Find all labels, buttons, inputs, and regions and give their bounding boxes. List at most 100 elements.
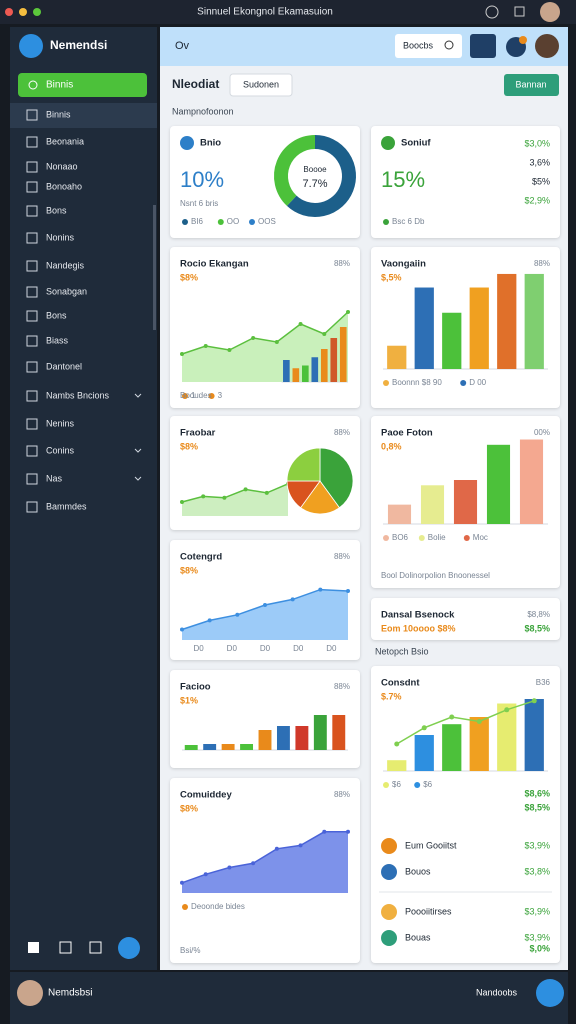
point: [180, 352, 184, 356]
close-dot[interactable]: [5, 8, 13, 16]
legend-dot: [182, 219, 188, 225]
section-label: Netopch Bsio: [375, 646, 429, 656]
area-fill: [182, 312, 348, 382]
chevron: [134, 476, 142, 481]
icon[interactable]: [28, 942, 39, 953]
point: [346, 310, 350, 314]
card-footer: $,0%: [529, 943, 550, 953]
icon-button[interactable]: [118, 937, 140, 959]
legend-label: BI6: [191, 217, 204, 226]
card-title: Facioo: [180, 682, 211, 693]
bar: [313, 715, 327, 750]
point: [394, 741, 400, 747]
bar: [221, 744, 235, 750]
bar: [497, 273, 517, 369]
bar: [469, 287, 489, 369]
bar: [519, 439, 544, 524]
icon[interactable]: [59, 941, 72, 954]
logo: [19, 34, 43, 58]
point: [180, 500, 184, 504]
avatar[interactable]: [17, 980, 43, 1006]
nav-icon: [26, 109, 38, 121]
area-fill: [182, 831, 348, 893]
bar: [420, 485, 445, 524]
card-title: Fraobar: [180, 428, 216, 439]
row-icon: [381, 904, 397, 920]
list-value: $3,0%: [524, 138, 550, 148]
bar: [387, 504, 412, 524]
bar: [283, 360, 290, 382]
nav-icon: [26, 286, 38, 298]
nav-item: Nonaao: [46, 161, 78, 171]
search-text: Boocbs: [403, 40, 434, 50]
card: Soniuf 15% $3,0% 3,6% $5% $2,9% Bsc 6 Db: [371, 126, 560, 238]
legend-label: Bsc 6 Db: [392, 217, 425, 226]
min-dot[interactable]: [19, 8, 27, 16]
icon[interactable]: [514, 6, 525, 17]
line: [396, 700, 535, 745]
card-note: $8,8%: [527, 610, 550, 619]
card-title: Rocio Ekangan: [180, 259, 249, 270]
icon[interactable]: [89, 941, 102, 954]
summary-value: $8,5%: [524, 802, 550, 812]
point: [322, 829, 327, 834]
scrollbar: [153, 205, 156, 330]
card-canvas: Consdnt B36 $.7% $6 $6 $8,6% $8,5% Eum Gooiitst…: [379, 678, 552, 953]
nav-item: Dantonel: [46, 361, 82, 371]
card-title: Comuiddey: [180, 790, 232, 801]
icon[interactable]: [485, 5, 499, 19]
point: [201, 494, 206, 499]
row-value: $3,9%: [524, 840, 550, 850]
nav-item: Conins: [46, 445, 75, 455]
point: [274, 846, 279, 851]
point: [222, 495, 227, 500]
icon-button[interactable]: [470, 34, 496, 58]
row-label: Bouas: [405, 932, 431, 942]
pie-slice: [300, 480, 340, 515]
card-note: B36: [536, 678, 551, 687]
card-canvas: Cotengrd 88% $8% D0 D0 D0 D0 D0: [180, 552, 350, 653]
point: [263, 603, 267, 607]
card: Dansal Bsenock $8,8% Eom 10oooo $8% $8,5%: [371, 598, 560, 640]
point: [449, 714, 455, 720]
row-value: $3,9%: [524, 906, 550, 916]
primary-button[interactable]: [18, 73, 147, 97]
bar: [453, 480, 478, 524]
nav-icon: [26, 335, 38, 347]
legend-label: Deoonde bides: [191, 902, 245, 911]
list-value: $5%: [532, 176, 550, 186]
bar: [320, 349, 328, 382]
card-subtitle: Nsnt 6 bris: [180, 199, 218, 208]
window-title: Sinnuel Ekongnol Ekamasuion: [197, 7, 333, 18]
brand: Nemendsi: [50, 38, 107, 52]
card-value: 15%: [381, 167, 425, 192]
action-button[interactable]: [504, 74, 559, 96]
card-canvas: Vaongaiin 88% $,5% Boonnn $8 90 D 00: [381, 259, 550, 388]
avatar[interactable]: [540, 2, 560, 22]
card-footer: Bsi/%: [180, 946, 200, 955]
card: Vaongaiin 88% $,5% Boonnn $8 90 D 00: [371, 247, 560, 408]
tab[interactable]: [229, 73, 293, 97]
fab[interactable]: [536, 979, 564, 1007]
point: [322, 332, 327, 336]
avatar[interactable]: [535, 34, 559, 58]
search-box[interactable]: [395, 34, 462, 58]
header: [160, 27, 568, 66]
bar: [414, 735, 434, 771]
point: [298, 843, 303, 848]
nav-icon: [26, 501, 38, 513]
bar: [339, 327, 347, 382]
nav-icon: [26, 361, 38, 373]
max-dot[interactable]: [33, 8, 41, 16]
area-line: [181, 311, 349, 355]
card: Facioo 88% $1%: [170, 670, 360, 768]
card-title: Cotengrd: [180, 552, 222, 563]
card-canvas: Rocio Ekangan 88% $8% 1 3 Booudes: [180, 259, 350, 400]
card-canvas: Facioo 88% $1%: [180, 682, 350, 751]
legend-dot: [463, 535, 470, 541]
card-icon: [180, 136, 194, 150]
card-note: 88%: [334, 682, 350, 691]
card-value: 0,8%: [381, 441, 402, 451]
nav-item: Beonania: [46, 136, 84, 146]
nav-item: Nonins: [46, 232, 75, 242]
